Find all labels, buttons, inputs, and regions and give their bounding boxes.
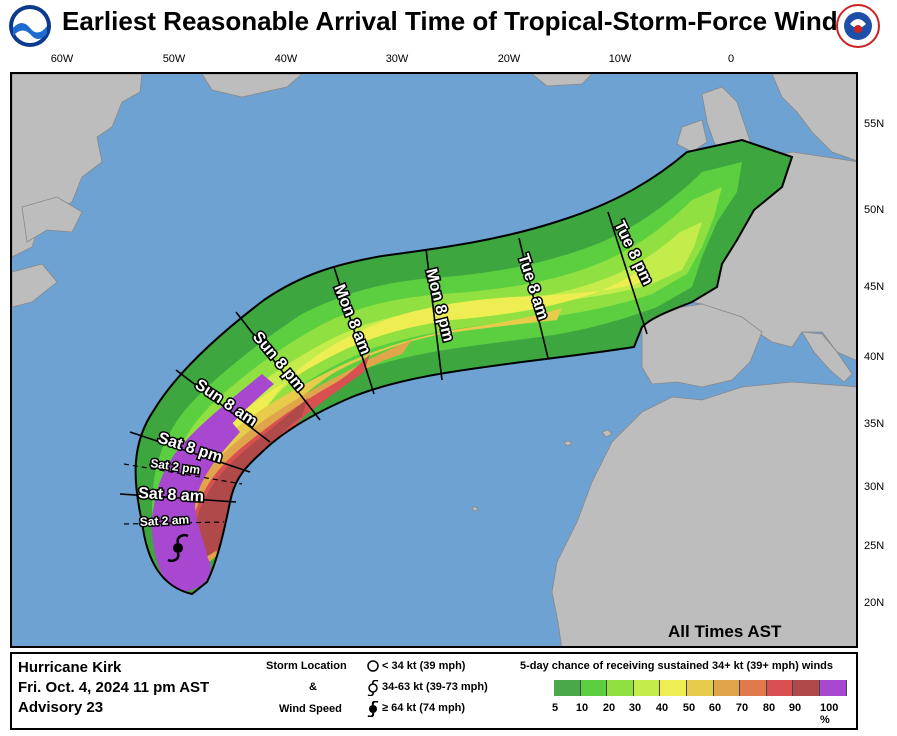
color-swatch	[607, 680, 634, 696]
legend-tick: 40	[655, 702, 669, 714]
hurricane-symbol-icon	[167, 534, 189, 562]
lon-label: 60W	[50, 53, 74, 65]
lat-label: 25N	[864, 540, 885, 552]
legend-tick: 80	[762, 702, 776, 714]
legend-tick: 30	[628, 702, 642, 714]
color-swatch	[820, 680, 847, 696]
color-swatch	[766, 680, 794, 696]
time-label: Sat 2 am	[139, 512, 189, 529]
wind-category-item: < 34 kt (39 mph)	[382, 660, 466, 672]
storm-date: Fri. Oct. 4, 2024 11 pm AST	[18, 679, 210, 696]
time-contours	[119, 211, 648, 525]
page-title: Earliest Reasonable Arrival Time of Trop…	[62, 6, 853, 36]
lat-label: 45N	[864, 281, 885, 293]
map-canvas: Tue 8 pm Tue 8 am Mon 8 pm Mon 8 am Sun …	[12, 74, 856, 646]
probability-color-bar-top	[820, 680, 847, 696]
all-times-label: All Times AST	[668, 622, 782, 641]
color-swatch	[633, 680, 661, 696]
hurricane-icon	[367, 701, 379, 717]
nws-logo-icon	[836, 4, 880, 48]
color-swatch	[554, 680, 581, 696]
land	[12, 74, 856, 646]
lon-label: 20W	[497, 53, 521, 65]
legend-tick: 70	[735, 702, 749, 714]
lat-label: 30N	[864, 481, 885, 493]
color-swatch	[740, 680, 767, 696]
swath-outline	[134, 138, 794, 596]
longitude-labels: 60W 50W 40W 30W 20W 10W 0	[0, 50, 897, 70]
legend-tick: 100 %	[820, 702, 839, 726]
lon-label: 30W	[385, 53, 409, 65]
probability-color-bar	[554, 680, 820, 696]
lat-label: 50N	[864, 204, 885, 216]
ampersand-label: &	[309, 681, 317, 693]
noaa-logo-icon	[9, 5, 51, 47]
header: Earliest Reasonable Arrival Time of Trop…	[0, 0, 897, 50]
storm-location-label: Storm Location	[266, 660, 347, 672]
tropical-depression-icon	[367, 660, 379, 672]
color-swatch	[793, 680, 820, 696]
map[interactable]: Tue 8 pm Tue 8 am Mon 8 pm Mon 8 am Sun …	[10, 72, 858, 648]
storm-name: Hurricane Kirk	[18, 659, 122, 676]
wind-category-item: ≥ 64 kt (74 mph)	[382, 702, 466, 714]
legend-tick: 60	[708, 702, 722, 714]
lat-label: 35N	[864, 418, 885, 430]
color-swatch	[713, 680, 741, 696]
legend-tick: 50	[682, 702, 696, 714]
tropical-storm-icon	[367, 680, 379, 696]
color-swatch	[580, 680, 608, 696]
legend-tick: 20	[602, 702, 616, 714]
storm-advisory: Advisory 23	[18, 699, 104, 716]
time-label: Sat 8 am	[138, 485, 205, 505]
color-swatch	[660, 680, 687, 696]
color-swatch	[686, 680, 714, 696]
probability-legend-title: 5-day chance of receiving sustained 34+ …	[520, 660, 833, 672]
legend-tick: 5	[551, 702, 559, 714]
lon-label: 0	[727, 53, 735, 65]
storm-info: Hurricane Kirk Fri. Oct. 4, 2024 11 pm A…	[18, 658, 209, 718]
lon-label: 10W	[608, 53, 632, 65]
legend: Hurricane Kirk Fri. Oct. 4, 2024 11 pm A…	[10, 652, 858, 730]
lat-label: 20N	[864, 597, 885, 609]
lat-label: 55N	[864, 118, 885, 130]
legend-tick: 10	[575, 702, 589, 714]
legend-tick: 90	[788, 702, 802, 714]
wind-category-item: 34-63 kt (39-73 mph)	[382, 681, 488, 693]
lon-label: 50W	[162, 53, 186, 65]
lon-label: 40W	[274, 53, 298, 65]
lat-label: 40N	[864, 351, 885, 363]
wind-speed-label: Wind Speed	[279, 703, 342, 715]
